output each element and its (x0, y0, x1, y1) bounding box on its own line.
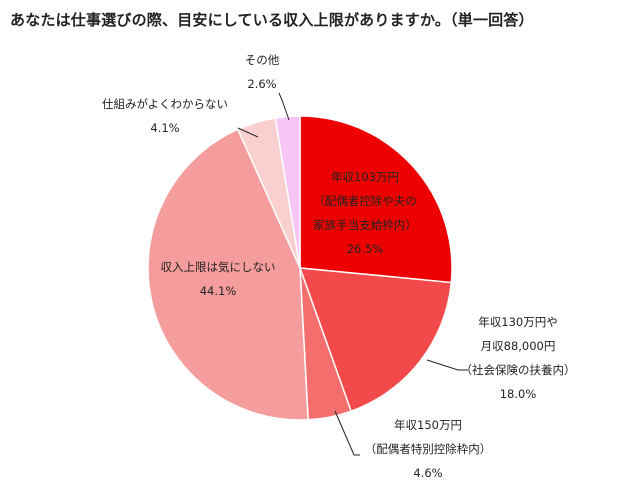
slice-label-5: その他 2.6% (245, 53, 280, 91)
slice-value-label: 18.0% (500, 387, 537, 401)
slice-value-label: 4.1% (150, 121, 179, 135)
slice-value-label: 2.6% (247, 77, 276, 91)
chart-title: あなたは仕事選びの際、目安にしている収入上限がありますか。（単一回答） (10, 11, 534, 29)
slice-label-2: 年収150万円 （配偶者特別控除枠内） 4.6% (365, 418, 492, 480)
slice-label-1: 年収130万円や月収88,000円 （社会保険の扶養内） 18.0% (461, 315, 576, 401)
slice-category-label: 家族手当支給枠内） (313, 218, 417, 232)
slice-value-label: 26.5% (347, 242, 384, 256)
slice-category-label: 仕組みがよくわからない (102, 97, 228, 111)
slice-label-4: 仕組みがよくわからない 4.1% (102, 97, 228, 135)
leader-line-2 (334, 410, 360, 456)
slice-category-label: その他 (245, 53, 280, 67)
pie-slice-3 (147, 128, 309, 421)
slice-value-label: 4.6% (413, 466, 442, 480)
slice-label-3: 収入上限は気にしない 44.1% (161, 260, 276, 298)
slice-value-label: 44.1% (200, 284, 237, 298)
leader-line-4 (237, 127, 259, 138)
slice-category-label: 年収103万円 (331, 170, 399, 184)
leader-line-1 (426, 359, 468, 371)
slice-category-label: 年収150万円 (394, 418, 462, 432)
pie-slice-0 (299, 115, 453, 284)
slice-category-label: （配偶者控除や夫の (313, 194, 417, 208)
slice-category-label: （社会保険の扶養内） (461, 363, 576, 377)
slice-category-label: 収入上限は気にしない (161, 260, 276, 274)
slice-category-label: 月収88,000円 (481, 339, 556, 353)
slice-category-label: 年収130万円や (478, 315, 557, 329)
slice-category-label: （配偶者特別控除枠内） (365, 442, 492, 456)
leader-line-5 (278, 92, 290, 121)
slice-label-0: 年収103万円 （配偶者控除や夫の家族手当支給枠内） 26.5% (313, 170, 417, 256)
pie-slice-1 (298, 267, 453, 413)
